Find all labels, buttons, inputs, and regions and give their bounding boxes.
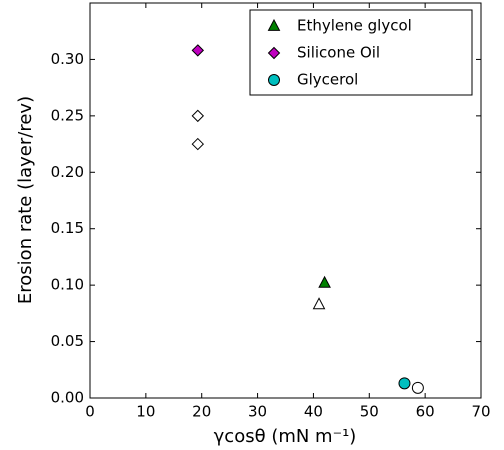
data-point — [191, 44, 205, 57]
x-tick-label: 10 — [136, 403, 155, 421]
y-tick-label: 0.30 — [51, 50, 84, 68]
legend-marker — [267, 18, 281, 31]
data-point — [191, 109, 205, 123]
legend-label: Glycerol — [297, 71, 358, 89]
data-point — [318, 275, 331, 288]
x-tick-label: 50 — [360, 403, 379, 421]
y-axis-label: Erosion rate (layer/rev) — [15, 96, 36, 304]
y-tick-label: 0.15 — [51, 219, 84, 237]
x-tick-label: 0 — [85, 403, 95, 421]
plot-frame — [89, 2, 482, 399]
data-point — [312, 297, 326, 310]
y-tick-label: 0.05 — [51, 332, 84, 350]
legend-box — [249, 9, 473, 96]
legend-label: Ethylene glycol — [297, 17, 412, 35]
legend-marker — [268, 74, 280, 86]
y-tick-label: 0.10 — [51, 276, 84, 294]
legend-label: Silicone Oil — [297, 44, 380, 62]
x-tick-label: 40 — [304, 403, 323, 421]
data-point — [191, 137, 205, 151]
x-tick-label: 60 — [416, 403, 435, 421]
legend-marker — [267, 46, 281, 60]
y-tick-label: 0.20 — [51, 163, 84, 181]
y-tick-label: 0.00 — [51, 389, 84, 407]
y-tick-label: 0.25 — [51, 106, 84, 124]
x-tick-label: 70 — [471, 403, 490, 421]
x-tick-label: 20 — [192, 403, 211, 421]
x-axis-label: γcosθ (mN m⁻¹) — [214, 426, 357, 447]
x-tick-label: 30 — [248, 403, 267, 421]
data-point — [398, 377, 411, 390]
data-point — [411, 381, 424, 394]
